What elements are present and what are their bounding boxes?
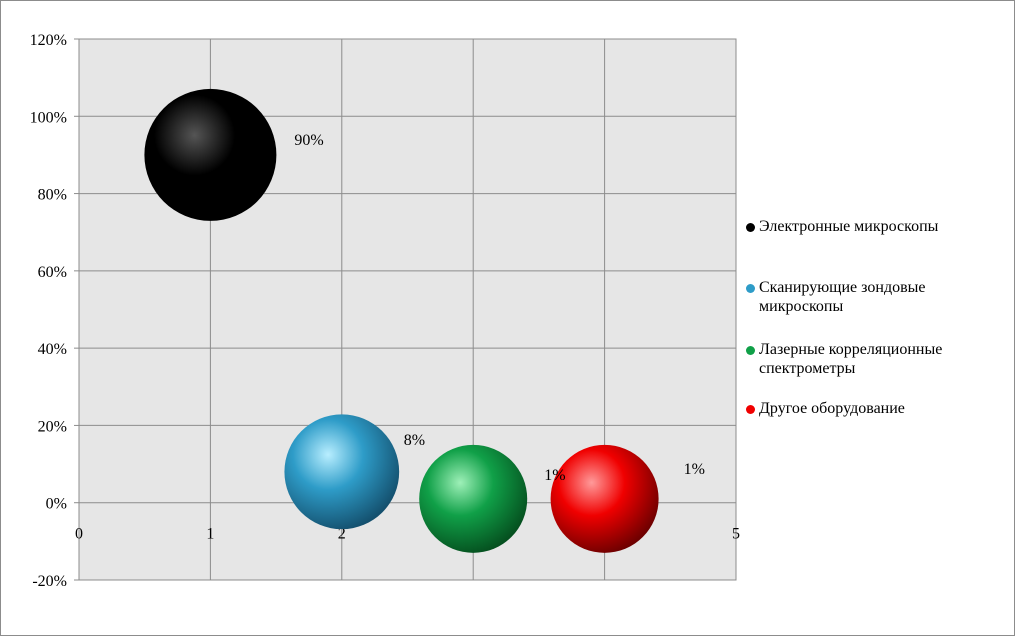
y-tick-label: 80% bbox=[38, 187, 67, 204]
x-tick-label: 1 bbox=[206, 526, 214, 543]
bubble-series-1 bbox=[144, 88, 277, 221]
bubble-series-2 bbox=[284, 414, 400, 530]
y-tick-label: 20% bbox=[38, 418, 67, 435]
x-tick-label: 5 bbox=[732, 526, 740, 543]
x-tick-label: 2 bbox=[338, 526, 346, 543]
y-tick-label: 40% bbox=[38, 341, 67, 358]
y-tick-label: 120% bbox=[30, 32, 67, 49]
y-axis-tick-labels: 120% 100% 80% 60% 40% 20% 0% -20% bbox=[30, 32, 67, 590]
legend-label: Лазерные корреляционные спектрометры bbox=[759, 341, 943, 377]
y-tick-label: 100% bbox=[30, 109, 67, 126]
legend-marker bbox=[746, 223, 755, 232]
legend-label: Электронные микроскопы bbox=[759, 218, 939, 235]
data-label: 1% bbox=[544, 467, 565, 484]
x-tick-label: 0 bbox=[75, 526, 83, 543]
bubbles bbox=[144, 88, 659, 553]
data-label: 1% bbox=[684, 461, 705, 478]
legend-item-other-equipment: Другое оборудование bbox=[746, 399, 1009, 418]
y-tick-label: 60% bbox=[38, 264, 67, 281]
legend-marker bbox=[746, 284, 755, 293]
legend-item-electron-microscopes: Электронные микроскопы bbox=[746, 217, 1009, 236]
y-tick-label: -20% bbox=[32, 573, 67, 590]
data-label: 90% bbox=[294, 132, 323, 149]
data-label: 8% bbox=[404, 432, 425, 449]
legend-label: Другое оборудование bbox=[759, 400, 905, 417]
y-tick-label: 0% bbox=[46, 496, 67, 513]
legend-marker bbox=[746, 405, 755, 414]
bubble-series-4 bbox=[550, 444, 659, 553]
legend-label: Сканирующие зондовые микроскопы bbox=[759, 279, 926, 315]
data-labels: 90% 8% 1% 1% bbox=[294, 132, 705, 484]
legend-item-laser-correlation-spectrometers: Лазерные корреляционные спектрометры bbox=[746, 340, 1009, 378]
bubble-series-3 bbox=[419, 444, 528, 553]
legend-item-scanning-probe-microscopes: Сканирующие зондовые микроскопы bbox=[746, 278, 984, 316]
legend-marker bbox=[746, 346, 755, 355]
